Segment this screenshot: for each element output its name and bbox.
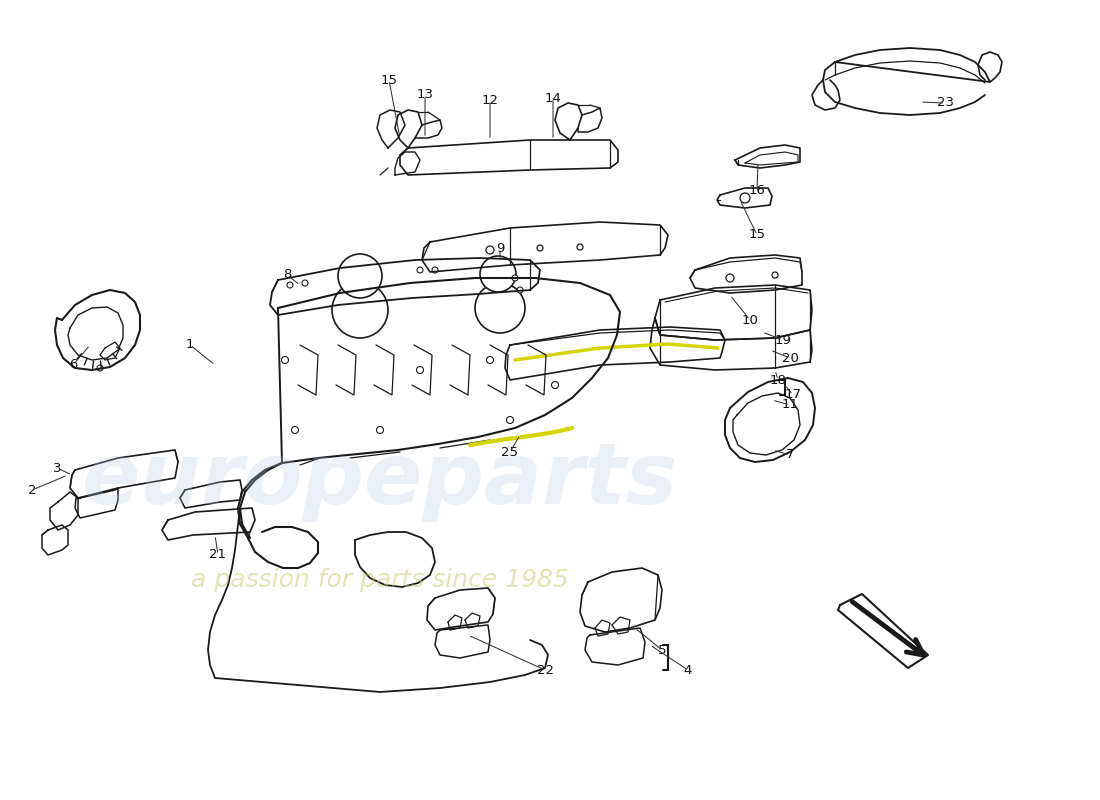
Text: 16: 16: [749, 183, 766, 197]
Circle shape: [417, 267, 424, 273]
Text: 18: 18: [770, 374, 786, 386]
Circle shape: [551, 382, 559, 389]
Circle shape: [578, 244, 583, 250]
Circle shape: [475, 283, 525, 333]
Circle shape: [338, 254, 382, 298]
Circle shape: [287, 282, 293, 288]
Text: 21: 21: [209, 549, 227, 562]
Text: 6: 6: [69, 358, 77, 371]
Circle shape: [486, 246, 494, 254]
Text: 3: 3: [53, 462, 62, 474]
Text: 13: 13: [417, 89, 433, 102]
Circle shape: [432, 267, 438, 273]
Text: 22: 22: [537, 663, 553, 677]
Circle shape: [376, 426, 384, 434]
Text: 20: 20: [782, 351, 799, 365]
Circle shape: [772, 272, 778, 278]
Text: 10: 10: [741, 314, 758, 326]
Text: 8: 8: [283, 269, 292, 282]
Text: 4: 4: [684, 663, 692, 677]
Text: 1: 1: [186, 338, 195, 351]
Text: 5: 5: [658, 643, 667, 657]
Circle shape: [292, 426, 298, 434]
Circle shape: [517, 287, 522, 293]
Circle shape: [740, 193, 750, 203]
Text: 25: 25: [502, 446, 518, 458]
Circle shape: [282, 357, 288, 363]
Circle shape: [486, 357, 494, 363]
Circle shape: [302, 280, 308, 286]
Circle shape: [97, 365, 103, 371]
Text: 9: 9: [496, 242, 504, 254]
Circle shape: [726, 274, 734, 282]
Circle shape: [480, 256, 516, 292]
Text: 7: 7: [785, 449, 794, 462]
Text: 12: 12: [482, 94, 498, 106]
Text: europeparts: europeparts: [82, 438, 678, 522]
Text: 2: 2: [28, 483, 36, 497]
Text: 15: 15: [381, 74, 397, 86]
Text: 11: 11: [781, 398, 799, 411]
Circle shape: [512, 275, 518, 281]
Circle shape: [332, 282, 388, 338]
Text: a passion for parts since 1985: a passion for parts since 1985: [191, 568, 569, 592]
Text: 19: 19: [774, 334, 791, 346]
Text: 17: 17: [784, 389, 802, 402]
Circle shape: [417, 366, 424, 374]
Text: 15: 15: [748, 229, 766, 242]
Text: 23: 23: [936, 97, 954, 110]
Text: 14: 14: [544, 91, 561, 105]
Circle shape: [506, 417, 514, 423]
Circle shape: [537, 245, 543, 251]
